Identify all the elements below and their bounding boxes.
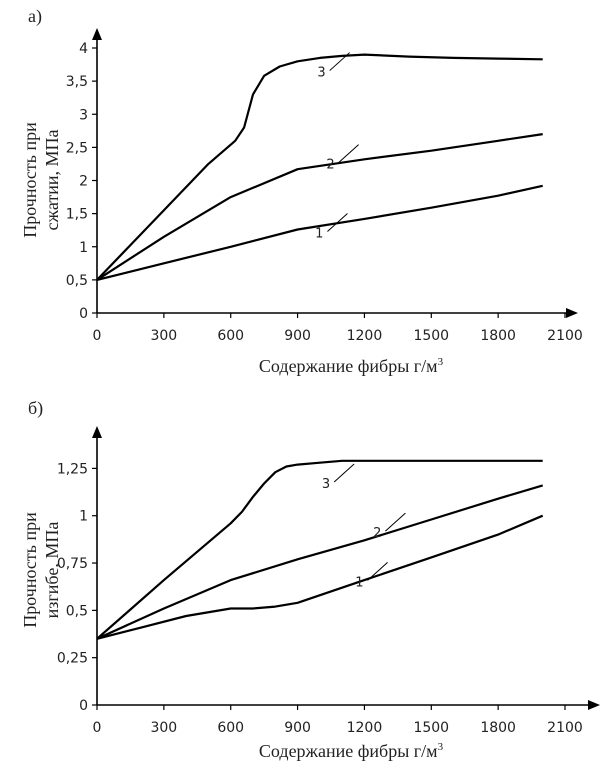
y-tick-label: 0,5 bbox=[66, 603, 88, 619]
series-label-2: 2 bbox=[373, 526, 381, 541]
y-tick-label: 1,25 bbox=[57, 461, 88, 477]
series-leader-2 bbox=[385, 512, 406, 532]
y-tick-label: 4 bbox=[79, 41, 88, 57]
x-tick-label: 300 bbox=[150, 328, 177, 344]
series-leader-1 bbox=[367, 562, 388, 581]
y-tick-label: 1 bbox=[79, 240, 88, 256]
y-axis-arrow bbox=[92, 28, 102, 40]
chart-flexural-strength: б) 0 300 600 900 1200 1500 1800 2100 0 0,25 0,5 0,75… bbox=[20, 398, 600, 761]
x-tick-label: 2100 bbox=[547, 328, 583, 344]
x-tick-label: 300 bbox=[150, 720, 177, 736]
series-line-3 bbox=[96, 459, 543, 640]
y-tick-label: 3,5 bbox=[66, 74, 88, 90]
x-tick-label: 600 bbox=[217, 328, 244, 344]
x-tick-label: 1800 bbox=[480, 720, 516, 736]
x-tick-label: 1500 bbox=[413, 720, 449, 736]
series-label-2: 2 bbox=[326, 158, 334, 173]
y-tick-label: 0,75 bbox=[57, 556, 88, 572]
series-leader-3 bbox=[329, 52, 351, 71]
series-leader-1 bbox=[327, 213, 348, 232]
x-tick-label: 2100 bbox=[547, 720, 583, 736]
series-line-1 bbox=[96, 184, 543, 281]
y-tick-label: 0,5 bbox=[66, 273, 88, 289]
series-line-3 bbox=[96, 53, 543, 281]
x-axis-arrow bbox=[566, 308, 578, 318]
x-axis-title: Содержание фибры г/м3 bbox=[259, 741, 444, 761]
y-tick-label: 2 bbox=[79, 174, 88, 190]
series-line-2 bbox=[96, 484, 544, 640]
y-tick-label: 0 bbox=[79, 306, 88, 322]
panel-label: а) bbox=[28, 6, 42, 27]
x-tick-label: 1200 bbox=[347, 720, 383, 736]
y-tick-label: 0,25 bbox=[57, 651, 88, 667]
series-label-3: 3 bbox=[317, 66, 325, 81]
x-axis-arrow bbox=[588, 700, 600, 710]
y-tick-label: 0 bbox=[79, 698, 88, 714]
x-tick-label: 1500 bbox=[413, 328, 449, 344]
y-tick-label: 1,5 bbox=[66, 207, 88, 223]
series-leader-3 bbox=[333, 463, 355, 483]
x-tick-label: 0 bbox=[93, 720, 102, 736]
series-leader-2 bbox=[338, 144, 359, 164]
y-tick-label: 1 bbox=[79, 509, 88, 525]
y-axis-title: Прочность при изгибе, МПа bbox=[20, 512, 62, 628]
x-tick-label: 900 bbox=[284, 328, 311, 344]
series-label-1: 1 bbox=[355, 575, 363, 590]
series-label-3: 3 bbox=[322, 477, 330, 492]
x-axis-title: Содержание фибры г/м3 bbox=[259, 356, 444, 376]
x-tick-label: 1800 bbox=[480, 328, 516, 344]
y-tick-label: 2,5 bbox=[66, 140, 88, 156]
x-tick-label: 0 bbox=[93, 328, 102, 344]
series-label-1: 1 bbox=[315, 227, 323, 242]
x-tick-label: 900 bbox=[284, 720, 311, 736]
y-tick-label: 3 bbox=[79, 107, 88, 123]
chart-compression-strength: а) 0 300 600 900 1200 1500 1800 2100 0 0,5 1 1,5 2 2,5… bbox=[20, 6, 583, 376]
series-line-2 bbox=[96, 133, 543, 281]
panel-label: б) bbox=[28, 398, 43, 419]
series-line-1 bbox=[96, 514, 544, 640]
x-tick-label: 600 bbox=[217, 720, 244, 736]
x-tick-label: 1200 bbox=[347, 328, 383, 344]
y-axis-title: Прочность при сжатии, МПа bbox=[20, 122, 62, 238]
y-axis-arrow bbox=[92, 426, 102, 438]
